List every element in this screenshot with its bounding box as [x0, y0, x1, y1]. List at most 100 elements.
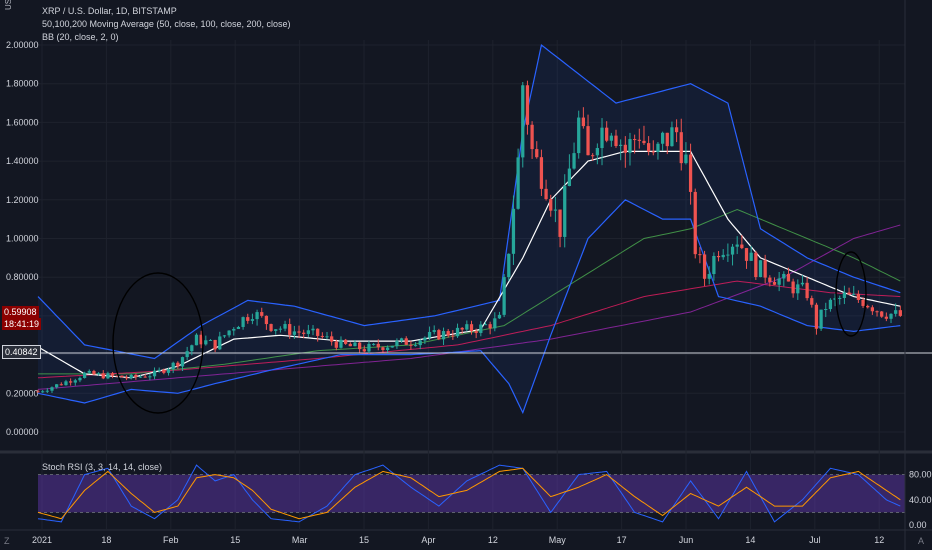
candle-body [721, 254, 725, 258]
candle-body [302, 332, 306, 334]
candle-body [507, 253, 511, 278]
currency-label: USD [4, 0, 13, 10]
candle-body [222, 335, 227, 337]
stoch-k-line [37, 464, 901, 523]
candle-body [493, 318, 497, 329]
bb-legend[interactable]: BB (20, close, 2, 0) [42, 32, 119, 42]
candle-body [786, 273, 791, 282]
candle-body [670, 127, 674, 147]
candle-body [828, 299, 833, 310]
candle-body [847, 292, 851, 295]
x-tick-label: 14 [745, 535, 755, 545]
x-tick-label: Apr [421, 535, 435, 545]
candle-body [609, 135, 613, 141]
candle-body [190, 345, 194, 352]
candle-body [413, 345, 418, 347]
annotation-circle-left [112, 272, 204, 414]
candle-body [530, 124, 534, 150]
x-tick-label: 2021 [32, 535, 52, 545]
corner-right-label[interactable]: A [918, 536, 925, 546]
candle-body [563, 186, 567, 237]
candle-body [148, 376, 152, 378]
stoch-tick-label: 80.00 [909, 470, 932, 480]
candle-body [106, 373, 110, 379]
candle-body [763, 260, 767, 278]
candle-body [479, 324, 483, 333]
candle-body [418, 340, 422, 346]
candle-body [115, 375, 119, 377]
candle-body [716, 255, 721, 258]
candle-body [660, 132, 665, 144]
candle-body [819, 309, 823, 329]
candle-body [395, 340, 399, 346]
candle-body [712, 255, 716, 275]
candle-body [399, 338, 404, 341]
last-price-badge: 0.59908 [2, 306, 39, 318]
candle-body [884, 316, 888, 319]
candle-body [642, 140, 646, 144]
candle-body [41, 391, 45, 393]
candle-body [353, 342, 357, 347]
candle-body [171, 362, 175, 370]
candle-body [129, 374, 133, 379]
candle-body [465, 324, 469, 330]
candle-body [754, 252, 758, 278]
stoch-legend[interactable]: Stoch RSI (3, 3, 14, 14, close) [42, 462, 163, 472]
candle-body [390, 345, 394, 348]
candle-body [334, 341, 338, 348]
corner-left-label[interactable]: Z [4, 536, 10, 546]
x-tick-label: 12 [874, 535, 884, 545]
annotation-circle-right [835, 251, 867, 337]
candle-body [157, 369, 161, 371]
bb-lower-line [37, 199, 901, 415]
candle-body [73, 380, 77, 383]
candle-body [469, 324, 474, 332]
candle-body [591, 155, 595, 157]
candle-body [628, 139, 632, 153]
candle-body [143, 376, 147, 378]
candle-body [162, 369, 166, 373]
candle-body [684, 154, 688, 164]
candle-body [82, 372, 87, 378]
y-tick-label: 2.00000 [6, 40, 39, 50]
candle-body [208, 339, 213, 341]
candle-body [488, 324, 492, 329]
candle-body [679, 132, 683, 164]
candle-body [502, 277, 506, 315]
candle-body [656, 143, 660, 152]
candle-body [432, 330, 436, 332]
candle-body [330, 336, 334, 342]
candle-body [124, 377, 129, 379]
candle-body [232, 329, 236, 331]
stoch-band [38, 474, 905, 513]
x-tick-label: Mar [292, 535, 308, 545]
candle-body [623, 144, 627, 153]
candle-body [758, 260, 763, 278]
bb-upper-line [37, 43, 901, 360]
candle-body [651, 151, 655, 153]
candle-body [735, 244, 739, 247]
ma-line-2 [37, 224, 901, 390]
candle-body [367, 343, 371, 352]
candle-body [36, 391, 40, 393]
candle-body [110, 373, 115, 376]
candle-body [567, 168, 572, 187]
candle-body [55, 384, 59, 388]
candle-body [371, 343, 376, 345]
symbol-legend[interactable]: XRP / U.S. Dollar, 1D, BITSTAMP [42, 6, 177, 16]
candle-body [889, 313, 893, 319]
candle-body [572, 153, 576, 169]
candle-body [665, 132, 669, 147]
candle-body [796, 284, 800, 294]
ma-legend[interactable]: 50,100,200 Moving Average (50, close, 10… [42, 19, 291, 29]
y-tick-label: 0.20000 [6, 388, 39, 398]
candle-body [777, 278, 781, 285]
candle-body [404, 338, 408, 345]
candle-body [586, 126, 590, 156]
candle-body [92, 370, 96, 375]
candle-body [730, 246, 735, 255]
y-tick-label: 1.60000 [6, 117, 39, 127]
candle-body [339, 339, 343, 348]
